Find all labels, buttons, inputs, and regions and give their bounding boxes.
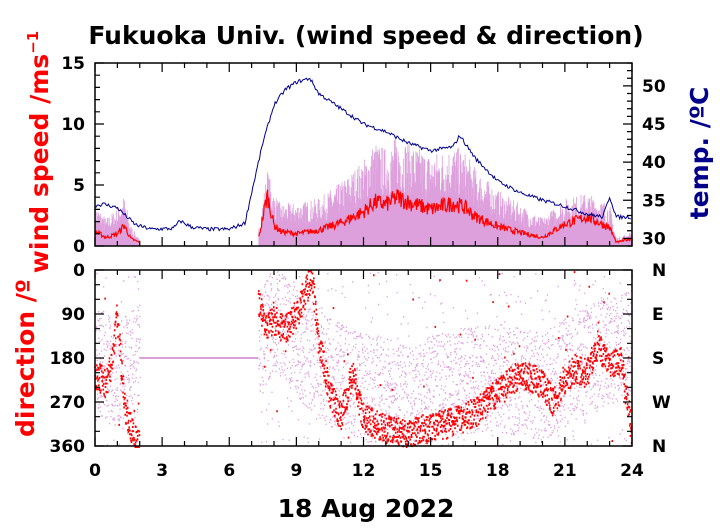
compass-tick-label: W (652, 393, 671, 413)
temperature-series (94, 77, 631, 232)
temperature-axis-label: temp. /ºC (685, 87, 714, 220)
direction-y-ticks (95, 269, 632, 447)
direction-tick-label: 360 (50, 437, 86, 457)
wind-speed-series (94, 189, 632, 244)
direction-tick-label: 270 (50, 393, 86, 413)
temp-y-ticks (623, 62, 632, 247)
hour-tick-label: 15 (419, 461, 443, 481)
chart-title-group: Fukuoka Univ. (wind speed & direction) (88, 21, 643, 50)
direction-tick-label: 0 (73, 261, 85, 281)
compass-tick-label: N (652, 261, 666, 281)
temp-tick-label: 30 (642, 229, 666, 249)
wind-speed-axis-label: wind speed /ms−1 (24, 31, 54, 273)
compass-tick-label: E (652, 305, 664, 325)
hour-tick-label: 3 (156, 461, 168, 481)
direction-tick-label: 90 (61, 305, 85, 325)
wind-speed-axis-label-sup: −1 (24, 31, 42, 54)
plot-area: 0 5 10 15 30 35 40 45 50 0 N 90 E 180 S 270 W 360 N 0 3 6 9 12 1… (50, 54, 672, 481)
direction-axis-label: direction /º (11, 279, 40, 437)
axis-labels: wind speed /ms−1 temp. /ºC direction /º … (11, 31, 714, 523)
speed-tick-label: 10 (61, 115, 85, 135)
chart-title: Fukuoka Univ. (wind speed & direction) (88, 21, 643, 50)
date-axis-label: 18 Aug 2022 (278, 494, 455, 523)
gust-envelope-series (94, 139, 633, 246)
temp-tick-label: 45 (642, 115, 666, 135)
hour-tick-label: 6 (223, 461, 235, 481)
wind-speed-axis-label-text: wind speed /ms (25, 54, 54, 273)
top-x-ticks (94, 63, 633, 246)
hour-tick-label: 24 (620, 461, 644, 481)
temp-tick-label: 40 (642, 153, 666, 173)
temp-tick-label: 50 (642, 77, 666, 97)
hour-tick-label: 12 (352, 461, 376, 481)
hour-tick-label: 18 (486, 461, 510, 481)
hour-tick-label: 9 (290, 461, 302, 481)
speed-y-ticks (95, 62, 104, 247)
bottom-x-ticks (94, 270, 633, 446)
speed-tick-label: 5 (73, 176, 85, 196)
compass-tick-label: N (652, 437, 666, 457)
temp-tick-label: 35 (642, 191, 666, 211)
direction-tick-label: 180 (50, 349, 86, 369)
hour-tick-label: 21 (553, 461, 577, 481)
compass-tick-label: S (652, 349, 664, 369)
hour-tick-label: 0 (89, 461, 101, 481)
speed-tick-label: 15 (61, 54, 85, 74)
speed-tick-label: 0 (73, 237, 85, 257)
